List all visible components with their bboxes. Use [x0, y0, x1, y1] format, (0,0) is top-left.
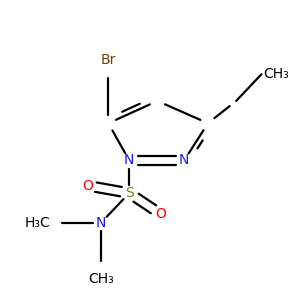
Text: O: O — [155, 207, 166, 221]
Text: CH₃: CH₃ — [88, 272, 114, 286]
Text: N: N — [124, 153, 134, 167]
Text: CH₃: CH₃ — [263, 67, 289, 81]
Text: N: N — [179, 153, 189, 167]
Text: H₃C: H₃C — [25, 216, 50, 230]
Text: O: O — [82, 179, 93, 193]
Text: Br: Br — [101, 53, 116, 67]
Text: S: S — [125, 186, 134, 200]
Text: N: N — [96, 216, 106, 230]
